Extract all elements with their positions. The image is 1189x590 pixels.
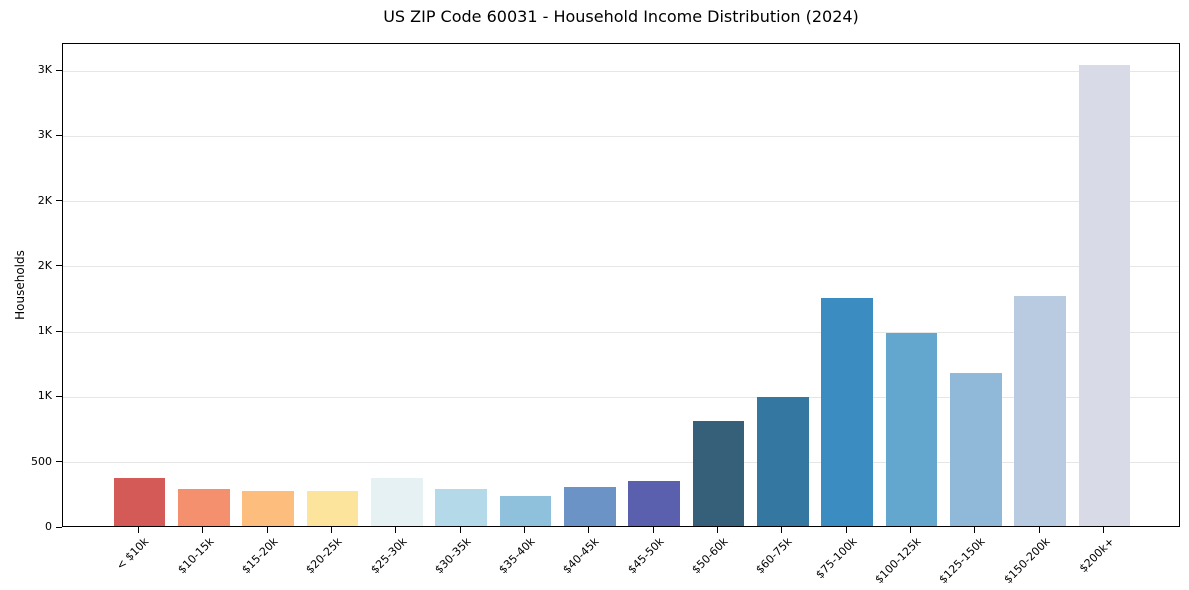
y-tick-mark <box>56 395 62 397</box>
bar-45-50k <box>628 480 680 526</box>
x-tick-label: $150-200k <box>1001 535 1053 587</box>
y-tick-mark <box>56 69 62 71</box>
x-tick-mark <box>588 527 590 533</box>
x-tick-mark <box>138 527 140 533</box>
x-tick-mark <box>459 527 461 533</box>
x-tick-mark <box>716 527 718 533</box>
bar-20-25k <box>306 491 359 526</box>
x-tick-label: $50-60k <box>689 535 731 577</box>
x-tick-label: $40-45k <box>560 535 603 577</box>
y-tick-mark <box>56 526 62 528</box>
y-tick-mark <box>56 134 62 136</box>
x-tick-mark <box>395 527 397 533</box>
bar-125-150k <box>950 372 1002 526</box>
bar-50-60k <box>692 420 745 526</box>
chart-title: US ZIP Code 60031 - Household Income Dis… <box>383 7 859 26</box>
y-tick-label: 2K <box>37 258 52 272</box>
x-tick-label: $35-40k <box>496 535 538 577</box>
y-tick-label: 3K <box>37 128 52 142</box>
x-tick-label: $60-75k <box>753 535 796 577</box>
bar-35-40k <box>499 496 552 526</box>
x-tick-mark <box>1102 527 1104 533</box>
x-tick-label: $75-100k <box>813 535 860 582</box>
x-tick-label: $30-35k <box>432 535 474 577</box>
y-tick-label: 1K <box>37 324 52 338</box>
gridline <box>63 135 1179 137</box>
bar-15-20k <box>242 490 294 526</box>
x-tick-label: < $10k <box>114 535 152 573</box>
bar-200k <box>1078 65 1131 526</box>
x-tick-mark <box>202 527 204 533</box>
bar-10-15k <box>178 488 230 526</box>
x-tick-mark <box>845 527 847 533</box>
y-tick-label: 500 <box>31 454 52 468</box>
bar-25-30k <box>371 478 423 526</box>
x-tick-mark <box>909 527 911 533</box>
y-tick-mark <box>56 461 62 463</box>
gridline <box>63 266 1179 268</box>
bar-10k <box>113 477 166 526</box>
y-tick-mark <box>56 330 62 332</box>
x-tick-label: $15-20k <box>239 535 281 577</box>
bar-150-200k <box>1014 296 1066 526</box>
x-tick-mark <box>331 527 333 533</box>
x-tick-mark <box>652 527 654 533</box>
y-tick-label: 1K <box>37 389 52 403</box>
y-tick-mark <box>56 265 62 267</box>
x-tick-label: $200k+ <box>1076 535 1117 576</box>
x-tick-mark <box>974 527 976 533</box>
gridline <box>63 201 1179 203</box>
bar-30-35k <box>435 489 487 526</box>
bar-40-45k <box>564 486 616 526</box>
x-tick-label: $10-15k <box>174 535 217 577</box>
plot-area <box>62 43 1180 527</box>
y-tick-label: 3K <box>37 63 52 77</box>
gridline <box>63 331 1179 333</box>
gridline <box>63 396 1179 398</box>
gridline <box>63 462 1179 464</box>
x-tick-mark <box>1038 527 1040 533</box>
x-tick-label: $125-150k <box>936 535 988 587</box>
x-tick-mark <box>266 527 268 533</box>
x-tick-mark <box>781 527 783 533</box>
bar-100-125k <box>885 332 938 526</box>
x-tick-label: $20-25k <box>303 535 345 577</box>
gridline <box>63 70 1179 72</box>
x-tick-label: $100-125k <box>872 535 924 587</box>
x-tick-label: $25-30k <box>367 535 410 577</box>
y-tick-label: 0 <box>45 520 52 533</box>
y-tick-mark <box>56 200 62 202</box>
x-tick-mark <box>524 527 525 533</box>
bar-75-100k <box>821 298 873 526</box>
bar-60-75k <box>757 396 809 526</box>
x-tick-label: $45-50k <box>625 535 667 577</box>
y-tick-label: 2K <box>37 193 52 207</box>
